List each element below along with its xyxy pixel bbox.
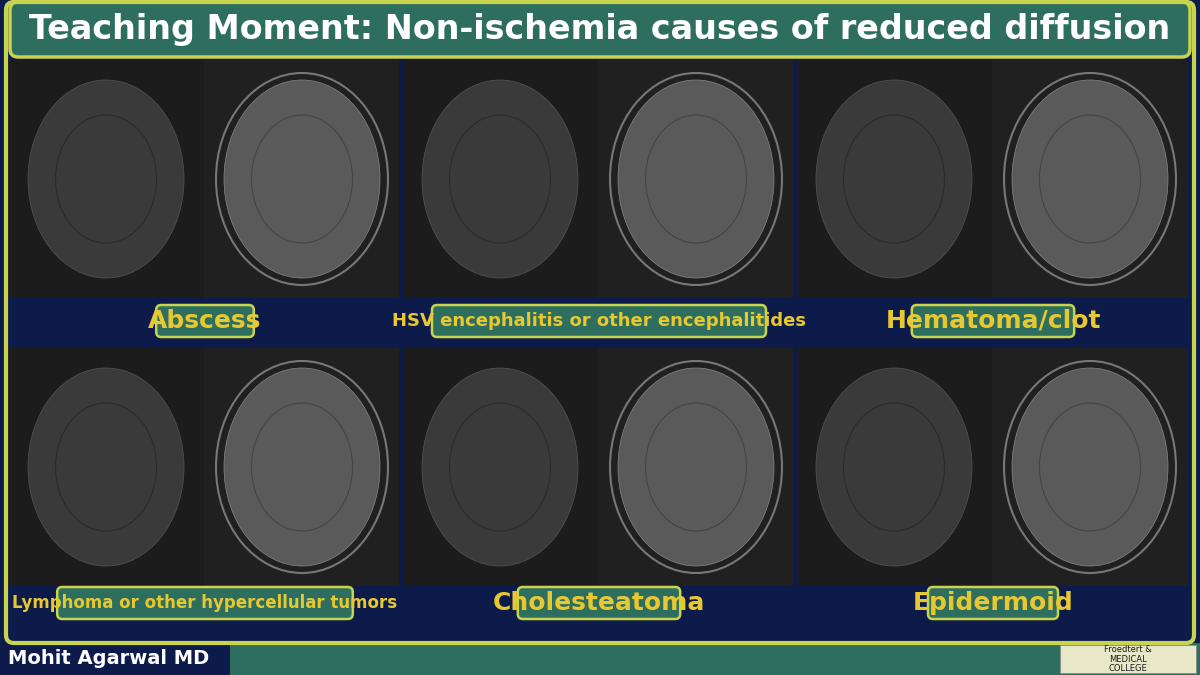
Bar	[992, 60, 1188, 298]
Text: Epidermoid: Epidermoid	[913, 591, 1073, 615]
Bar	[204, 60, 400, 298]
Text: Cholesteatoma: Cholesteatoma	[493, 591, 706, 615]
FancyBboxPatch shape	[156, 305, 254, 337]
Bar	[598, 348, 794, 586]
Bar	[1060, 645, 1196, 673]
Bar	[8, 302, 1192, 342]
Bar	[796, 348, 992, 586]
Ellipse shape	[28, 368, 184, 566]
FancyBboxPatch shape	[912, 305, 1074, 337]
FancyBboxPatch shape	[928, 587, 1058, 619]
Bar	[402, 348, 598, 586]
Bar	[598, 60, 794, 298]
Bar	[8, 584, 1192, 624]
Bar	[796, 348, 1188, 586]
Bar	[398, 58, 403, 643]
Text: Teaching Moment: Non-ischemia causes of reduced diffusion: Teaching Moment: Non-ischemia causes of …	[29, 13, 1171, 45]
Bar	[0, 643, 230, 675]
Text: Froedtert &
MEDICAL
COLLEGE: Froedtert & MEDICAL COLLEGE	[1104, 645, 1152, 673]
Ellipse shape	[816, 80, 972, 278]
Ellipse shape	[816, 368, 972, 566]
Ellipse shape	[422, 368, 578, 566]
Ellipse shape	[1012, 80, 1168, 278]
Bar	[8, 60, 400, 298]
Bar	[8, 60, 204, 298]
Text: HSV encephalitis or other encephalitides: HSV encephalitis or other encephalitides	[392, 312, 806, 330]
Text: Lymphoma or other hypercellular tumors: Lymphoma or other hypercellular tumors	[12, 594, 397, 612]
Bar	[0, 643, 1200, 675]
FancyBboxPatch shape	[10, 2, 1190, 57]
Ellipse shape	[1012, 368, 1168, 566]
Bar	[204, 348, 400, 586]
Bar	[402, 60, 598, 298]
Ellipse shape	[422, 80, 578, 278]
Ellipse shape	[224, 368, 380, 566]
FancyBboxPatch shape	[58, 587, 353, 619]
Ellipse shape	[618, 368, 774, 566]
Ellipse shape	[618, 80, 774, 278]
Bar	[402, 60, 794, 298]
Ellipse shape	[28, 80, 184, 278]
Ellipse shape	[224, 80, 380, 278]
Bar	[8, 348, 400, 586]
Bar	[796, 60, 1188, 298]
Bar	[402, 348, 794, 586]
Text: Abscess: Abscess	[149, 309, 262, 333]
Bar	[8, 348, 204, 586]
FancyBboxPatch shape	[518, 587, 680, 619]
Bar	[793, 58, 797, 643]
Text: Hematoma/clot: Hematoma/clot	[886, 309, 1100, 333]
Bar	[796, 60, 992, 298]
Text: Mohit Agarwal MD: Mohit Agarwal MD	[8, 649, 209, 668]
FancyBboxPatch shape	[432, 305, 766, 337]
Bar	[992, 348, 1188, 586]
